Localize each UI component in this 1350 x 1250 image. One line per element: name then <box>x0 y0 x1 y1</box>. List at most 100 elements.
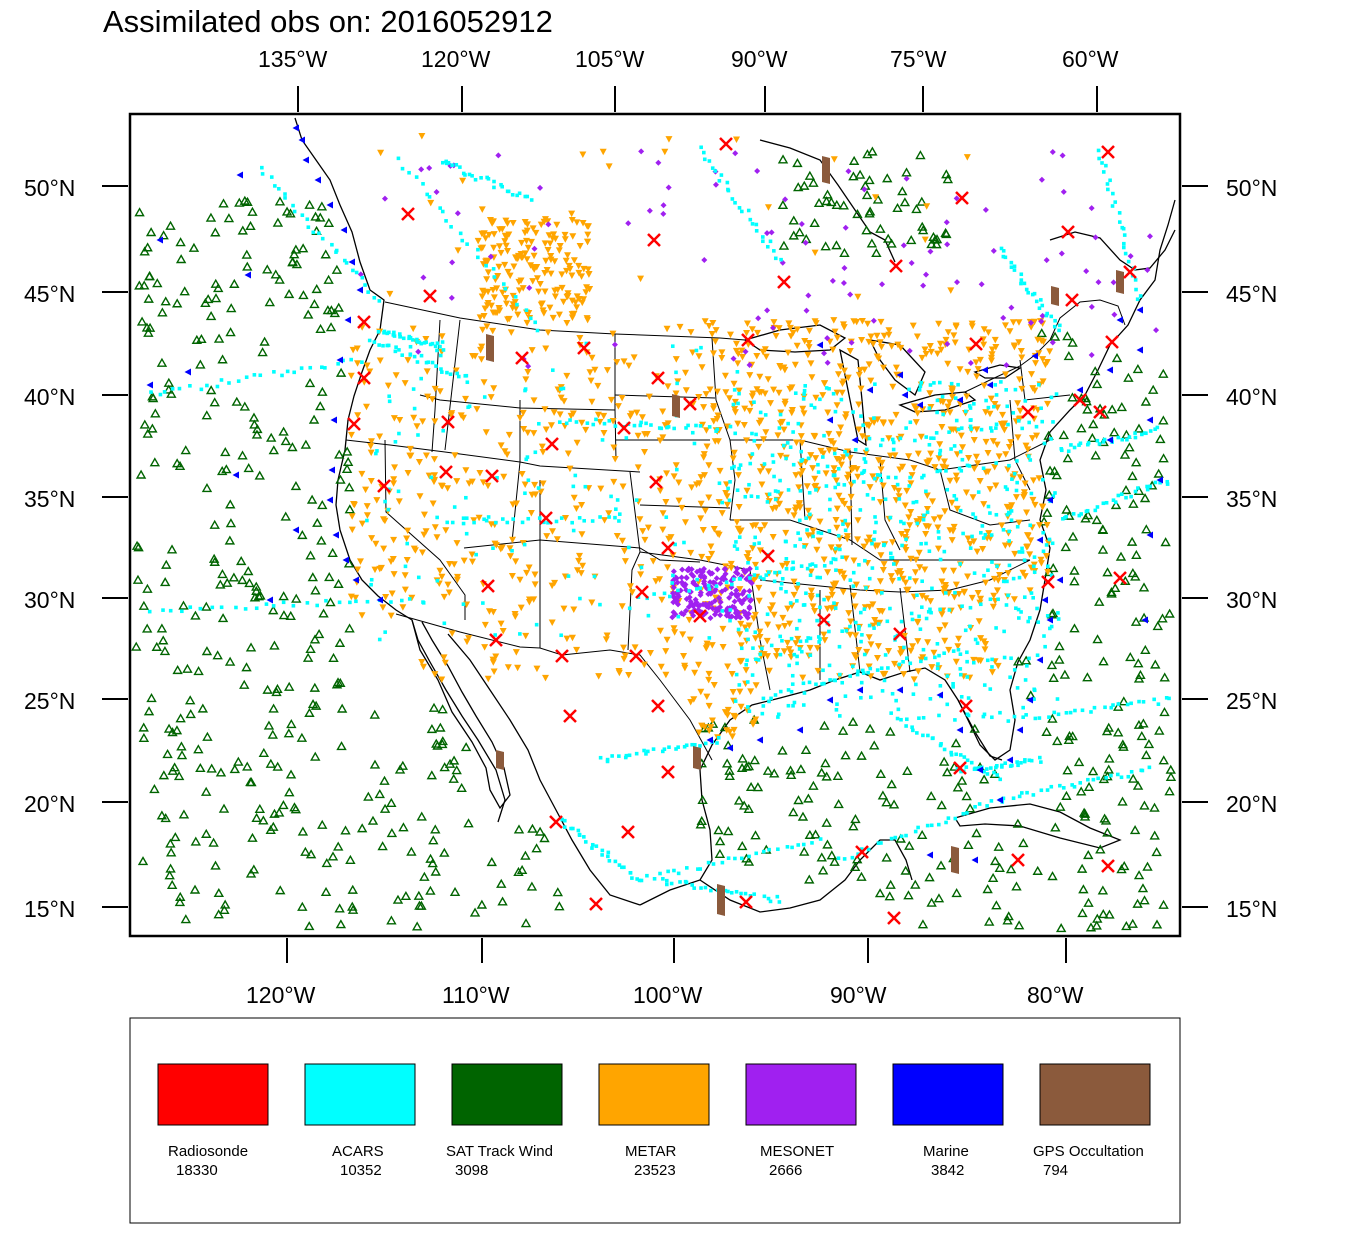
acars-mark <box>891 440 896 445</box>
sat-track-wind-mark <box>1091 514 1103 525</box>
metar-mark <box>781 622 789 630</box>
sat-track-wind-mark <box>832 770 844 781</box>
metar-mark <box>887 419 895 427</box>
acars-mark <box>786 421 790 426</box>
metar-mark <box>874 643 882 650</box>
acars-mark <box>817 640 821 644</box>
acars-mark <box>746 208 751 213</box>
sat-track-wind-mark <box>317 499 328 510</box>
metar-mark <box>947 426 955 434</box>
acars-mark <box>494 520 498 525</box>
gps-occultation-mark <box>1051 286 1059 306</box>
acars-mark <box>244 375 249 380</box>
acars-mark <box>685 866 689 870</box>
metar-mark <box>992 482 1000 490</box>
mesonet-mark <box>742 569 749 576</box>
sat-track-wind-mark <box>875 223 886 233</box>
mesonet-mark <box>1092 234 1099 241</box>
sat-track-wind-mark <box>516 864 528 874</box>
sat-track-wind-mark <box>226 303 237 313</box>
sat-track-wind-mark <box>850 813 861 824</box>
metar-mark <box>838 389 846 397</box>
state-border <box>879 459 901 551</box>
metar-mark <box>874 416 882 423</box>
acars-mark <box>734 540 738 544</box>
metar-mark <box>982 641 990 648</box>
acars-mark <box>686 423 690 428</box>
metar-mark <box>657 663 665 671</box>
acars-mark <box>1109 773 1113 778</box>
acars-mark <box>915 521 920 526</box>
sat-track-wind-mark <box>377 841 388 851</box>
acars-mark <box>291 603 296 608</box>
sat-track-wind-mark <box>816 852 827 862</box>
metar-mark <box>994 662 1002 670</box>
metar-mark <box>362 486 370 494</box>
metar-mark <box>852 581 860 589</box>
sat-track-wind-mark <box>185 709 196 719</box>
metar-mark <box>749 545 757 552</box>
acars-mark <box>965 675 970 679</box>
marine-mark <box>332 531 339 539</box>
metar-mark <box>498 544 506 551</box>
metar-mark <box>575 552 583 560</box>
metar-mark <box>1003 503 1011 511</box>
sat-track-wind-mark <box>131 540 143 550</box>
acars-mark <box>439 367 443 371</box>
sat-track-wind-mark <box>275 885 286 895</box>
sat-track-wind-mark <box>427 858 438 868</box>
acars-mark <box>986 568 990 573</box>
coastline <box>953 803 1122 849</box>
acars-mark <box>797 518 802 523</box>
acars-mark <box>557 420 562 424</box>
acars-mark <box>349 357 353 362</box>
acars-mark <box>389 600 393 604</box>
acars-mark <box>1050 541 1055 546</box>
acars-mark <box>878 443 883 448</box>
acars-mark <box>812 405 817 410</box>
metar-mark <box>477 356 485 363</box>
acars-mark <box>219 605 224 610</box>
mesonet-mark <box>798 221 805 228</box>
metar-mark <box>569 233 577 240</box>
acars-mark <box>500 184 504 189</box>
acars-mark <box>732 544 737 548</box>
metar-mark <box>678 504 686 512</box>
marine-mark <box>314 176 321 184</box>
acars-mark <box>982 769 986 774</box>
acars-mark <box>1055 697 1060 701</box>
metar-mark <box>804 351 812 359</box>
acars-mark <box>526 478 531 483</box>
acars-mark <box>227 381 231 385</box>
mesonet-mark <box>697 589 704 596</box>
sat-track-wind-mark <box>875 768 887 778</box>
marine-mark <box>298 136 305 144</box>
metar-mark <box>944 403 952 411</box>
acars-mark <box>804 639 809 643</box>
acars-mark <box>158 392 163 397</box>
acars-mark <box>707 587 712 592</box>
acars-mark <box>919 380 924 385</box>
sat-track-wind-mark <box>1158 415 1169 425</box>
acars-mark <box>566 574 571 578</box>
sat-track-wind-mark <box>431 738 442 748</box>
acars-mark <box>897 662 902 667</box>
acars-mark <box>1033 716 1038 721</box>
left-lat-label: 25°N <box>24 688 76 714</box>
acars-mark <box>761 239 765 244</box>
sat-track-wind-mark <box>426 770 438 780</box>
acars-mark <box>936 822 941 827</box>
acars-mark <box>895 716 900 721</box>
acars-mark <box>669 881 674 886</box>
legend-label-sat-track-wind: SAT Track Wind <box>446 1143 553 1160</box>
acars-mark <box>938 448 943 453</box>
metar-mark <box>509 301 517 308</box>
acars-mark <box>699 886 703 890</box>
metar-mark <box>865 534 873 542</box>
sat-track-wind-mark <box>320 249 331 259</box>
acars-mark <box>1034 299 1039 304</box>
sat-track-wind-mark <box>1047 562 1059 573</box>
marine-mark <box>956 726 963 734</box>
radiosonde-mark <box>347 417 361 431</box>
mesonet-mark <box>495 152 502 159</box>
